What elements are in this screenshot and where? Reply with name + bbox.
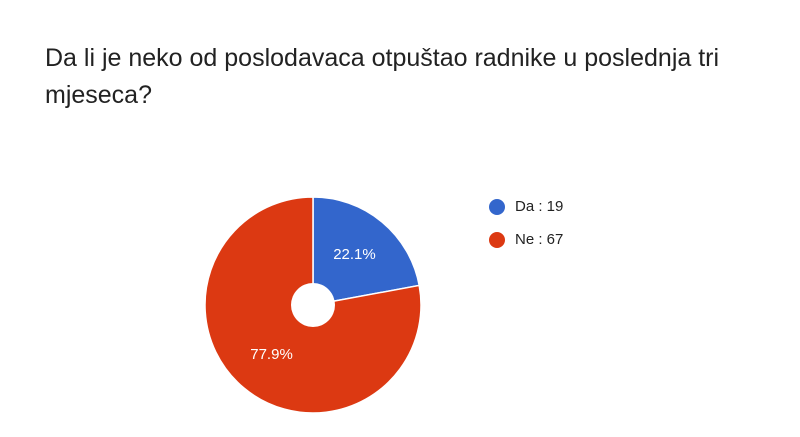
legend-marker [489,232,505,248]
slice-label: 77.9% [250,346,293,363]
legend-label: Ne : 67 [515,231,563,248]
legend-label: Da : 19 [515,198,563,215]
pie-slice [312,196,421,306]
donut-hole [291,283,335,327]
legend-marker [489,199,505,215]
chart-title: Da li je neko od poslodavaca otpuštao ra… [45,44,720,109]
slice-label: 22.1% [333,246,376,263]
